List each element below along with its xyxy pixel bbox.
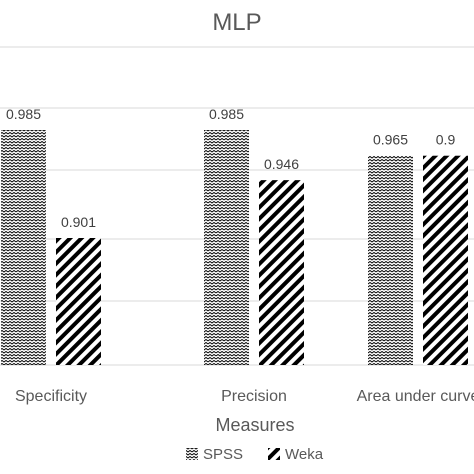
x-tick-labels: Specificity Precision Area under curve [15,388,474,405]
data-label-weka-specificity: 0.901 [61,214,96,230]
bars [1,130,468,365]
data-labels: 0.985 0.901 0.985 0.946 0.965 0.9 [6,106,455,230]
legend-label-weka: Weka [285,446,324,463]
bar-weka-area-under-curve [423,155,468,365]
legend-swatch-weka [268,448,280,460]
x-axis-title: Measures [215,415,294,435]
bar-spss-precision [204,130,249,365]
data-label-weka-area-under-curve: 0.9 [436,132,456,148]
bar-weka-precision [259,180,304,365]
bar-weka-specificity [56,238,101,365]
legend: SPSS Weka [186,446,324,463]
bar-spss-specificity [1,130,46,365]
legend-swatch-spss [186,448,198,460]
legend-label-spss: SPSS [203,446,243,463]
data-label-weka-precision: 0.946 [264,156,299,172]
chart-title: MLP [212,9,261,36]
data-label-spss-area-under-curve: 0.965 [373,132,408,148]
data-label-spss-precision: 0.985 [209,106,244,122]
x-tick-label-area-under-curve: Area under curve [357,388,474,405]
data-label-spss-specificity: 0.985 [6,106,41,122]
x-tick-label-specificity: Specificity [15,388,87,405]
bar-spss-area-under-curve [368,155,413,365]
x-tick-label-precision: Precision [221,388,287,405]
